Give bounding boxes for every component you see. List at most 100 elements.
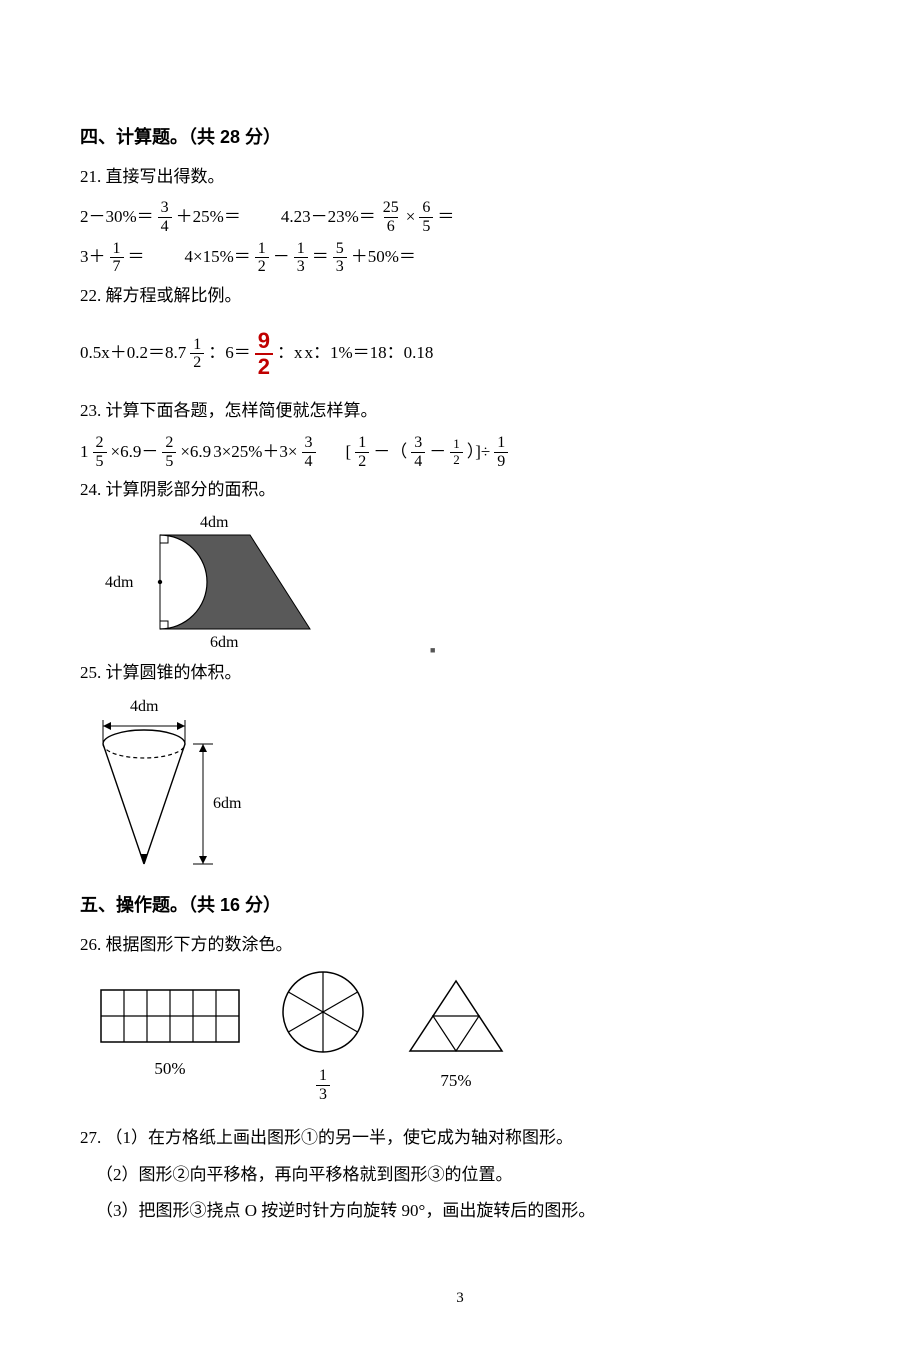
den: 2 — [190, 353, 204, 372]
num: 1 — [494, 434, 508, 452]
text: ×6.9 — [180, 438, 211, 467]
fraction: 34 — [302, 434, 316, 470]
text: ×6.9－ — [111, 438, 159, 467]
den: 5 — [93, 452, 107, 471]
num: 1 — [110, 240, 124, 258]
num: 1 — [294, 240, 308, 258]
circle-label-fraction: 13 — [316, 1067, 330, 1103]
text: ＝ — [437, 203, 454, 232]
text: － — [273, 243, 290, 272]
text: ）]÷ — [467, 438, 491, 467]
den: 3 — [333, 257, 347, 276]
q21-row1: 2－30%＝ 34 ＋25%＝ 4.23－23%＝ 256 × 65 ＝ — [80, 199, 840, 235]
text: 3×25%＋3× — [213, 438, 297, 467]
text: ＋50%＝ — [351, 243, 416, 272]
den: 2 — [355, 452, 369, 471]
den: 6 — [384, 217, 398, 236]
num: 1 — [190, 336, 204, 354]
fraction-big: 92 — [255, 329, 273, 379]
den: 4 — [411, 452, 425, 471]
text: ：x — [277, 339, 303, 368]
num: 6 — [419, 199, 433, 217]
q25-figure: 4dm 6dm — [85, 696, 265, 876]
num: 2 — [93, 434, 107, 452]
text: 2－30%＝ — [80, 203, 154, 232]
text: x：1%＝18：0.18 — [305, 339, 434, 368]
q27-line-3: （3）把图形③挠点 O 按逆时针方向旋转 90°，画出旋转后的图形。 — [80, 1197, 840, 1226]
den: 5 — [162, 452, 176, 471]
text: － — [429, 438, 446, 467]
fraction: 17 — [110, 240, 124, 276]
num: 1 — [355, 434, 369, 452]
num: 5 — [333, 240, 347, 258]
den: 5 — [419, 217, 433, 236]
fraction: 19 — [494, 434, 508, 470]
q22-label: 22. 解方程或解比例。 — [80, 282, 840, 311]
text: × — [406, 203, 416, 232]
q25-label: 25. 计算圆锥的体积。 — [80, 659, 840, 688]
fraction: 12 — [255, 240, 269, 276]
q22-row: 0.5x＋0.2＝8.7 12 ：6＝ 92 ：x x：1%＝18：0.18 — [80, 329, 840, 379]
text: ＋25%＝ — [176, 203, 241, 232]
fraction: 25 — [93, 434, 107, 470]
den: 3 — [294, 257, 308, 276]
num: 3 — [302, 434, 316, 452]
fraction: 12 — [190, 336, 204, 372]
fraction: 25 — [162, 434, 176, 470]
text: 4×15%＝ — [185, 243, 251, 272]
den: 7 — [110, 257, 124, 276]
q23-row: 1 25 ×6.9－ 25 ×6.9 3×25%＋3× 34 [ 12 －（ 3… — [80, 434, 840, 470]
text: 1 — [80, 438, 89, 467]
q26-fig-triangle: 75% — [406, 977, 506, 1096]
text: ＝ — [312, 243, 329, 272]
fraction: 34 — [158, 199, 172, 235]
den: 4 — [158, 217, 172, 236]
den: 2 — [255, 353, 273, 379]
section-4-title: 四、计算题。（共 28 分） — [80, 122, 840, 153]
num: 9 — [255, 329, 273, 353]
text: ：6＝ — [208, 339, 251, 368]
den: 9 — [494, 452, 508, 471]
q24-label: 24. 计算阴影部分的面积。 — [80, 476, 840, 505]
num: 1 — [316, 1067, 330, 1085]
text: 4.23－23%＝ — [281, 203, 376, 232]
text: 0.5x＋0.2＝8.7 — [80, 339, 186, 368]
text: 3＋ — [80, 243, 106, 272]
page-number: 3 — [80, 1286, 840, 1312]
fraction: 13 — [294, 240, 308, 276]
q26-fig-circle: 13 — [280, 969, 366, 1103]
num: 2 — [162, 434, 176, 452]
num: 1 — [255, 240, 269, 258]
left-label: 4dm — [105, 574, 134, 591]
section-5-title: 五、操作题。（共 16 分） — [80, 890, 840, 921]
den: 3 — [316, 1085, 330, 1104]
d-label: 4dm — [130, 698, 159, 715]
text: ＝ — [128, 243, 145, 272]
rect-label: 50% — [154, 1055, 185, 1084]
q24-figure: 4dm 4dm 6dm — [90, 513, 350, 653]
q21-label: 21. 直接写出得数。 — [80, 163, 840, 192]
fraction: 53 — [333, 240, 347, 276]
q26-fig-rect: 50% — [100, 989, 240, 1084]
num: 1 — [450, 437, 463, 451]
top-label: 4dm — [200, 514, 229, 531]
den: 2 — [255, 257, 269, 276]
fraction: 65 — [419, 199, 433, 235]
guide-dot-icon: ■ — [430, 643, 435, 658]
q27-line-2: （2）图形②向平移格，再向平移格就到图形③的位置。 — [80, 1161, 840, 1190]
num: 3 — [158, 199, 172, 217]
den: 2 — [450, 452, 463, 467]
text: －（ — [373, 438, 407, 467]
q26-label: 26. 根据图形下方的数涂色。 — [80, 931, 840, 960]
num: 25 — [380, 199, 402, 217]
fraction: 256 — [380, 199, 402, 235]
q23-label: 23. 计算下面各题，怎样简便就怎样算。 — [80, 397, 840, 426]
num: 3 — [411, 434, 425, 452]
den: 4 — [302, 452, 316, 471]
fraction: 34 — [411, 434, 425, 470]
fraction: 12 — [450, 437, 463, 467]
q27-line-1: 27. （1）在方格纸上画出图形①的另一半，使它成为轴对称图形。 — [80, 1124, 840, 1153]
q21-row2: 3＋ 17 ＝ 4×15%＝ 12 － 13 ＝ 53 ＋50%＝ — [80, 240, 840, 276]
tri-label: 75% — [440, 1067, 471, 1096]
h-label: 6dm — [213, 795, 242, 812]
